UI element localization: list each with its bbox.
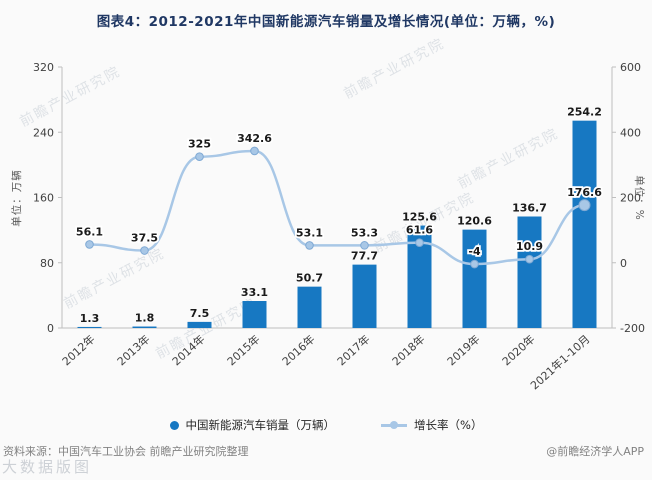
growth-line bbox=[88, 149, 586, 266]
x-axis-label: 2021年1-10月 bbox=[527, 332, 592, 393]
bar-2019年 bbox=[462, 229, 487, 328]
left-axis-tick-label: 0 bbox=[47, 322, 54, 335]
line-value-label: 325 bbox=[188, 138, 211, 151]
bar-2021年1-10月 bbox=[572, 120, 597, 328]
line-point-2014年 bbox=[195, 152, 204, 162]
chart-title: 图表4：2012-2021年中国新能源汽车销量及增长情况(单位：万辆，%) bbox=[96, 14, 556, 30]
bar-value-label: 77.7 bbox=[351, 250, 378, 263]
bar-2013年 bbox=[132, 326, 157, 328]
left-axis-title: 单位：万辆 bbox=[10, 169, 23, 227]
corner-watermark: 大数据版图 bbox=[2, 458, 93, 476]
footer: 资料来源：中国汽车工业协会 前瞻产业研究院整理 @前瞻经济学人APP bbox=[0, 443, 652, 459]
line-value-label: 53.3 bbox=[351, 226, 378, 239]
credit-text: @前瞻经济学人APP bbox=[546, 445, 644, 458]
line-point-2013年 bbox=[140, 246, 149, 255]
line-point-2018年 bbox=[415, 238, 424, 247]
left-axis-tick-label: 160 bbox=[33, 192, 54, 205]
line-point-2015年 bbox=[250, 146, 259, 156]
legend-label-growth: 增长率（%） bbox=[414, 418, 483, 432]
source-text: 资料来源：中国汽车工业协会 前瞻产业研究院整理 bbox=[3, 445, 249, 458]
right-axis-tick-label: -200 bbox=[620, 322, 645, 335]
line-point-2020年 bbox=[525, 254, 534, 264]
right-axis-tick-label: 600 bbox=[620, 61, 641, 74]
legend-label-sales: 中国新能源汽车销量（万辆） bbox=[185, 418, 336, 432]
bar-value-label: 254.2 bbox=[567, 106, 602, 119]
legend-marker-growth-dot-icon bbox=[390, 421, 399, 429]
left-axis-tick-label: 240 bbox=[33, 126, 54, 139]
x-axis-label: 2014年 bbox=[169, 332, 207, 369]
legend-marker-sales-icon bbox=[169, 420, 179, 430]
bar-value-label: 120.6 bbox=[457, 215, 492, 228]
bar-value-label: 50.7 bbox=[296, 272, 323, 285]
bar-value-label: 1.3 bbox=[80, 312, 100, 325]
left-axis-tick-label: 80 bbox=[40, 257, 54, 270]
bar-2016年 bbox=[297, 286, 322, 328]
line-point-2012年 bbox=[85, 240, 94, 249]
bar-2020年 bbox=[517, 216, 542, 328]
line-point-2017年 bbox=[360, 241, 369, 250]
x-axis-label: 2018年 bbox=[389, 332, 427, 369]
line-value-label: -4 bbox=[468, 245, 481, 258]
line-point-2016年 bbox=[305, 241, 314, 250]
chart-canvas: 0 80 160 240 320 -200 0 200 400 600 单位：万辆 单位：% 2012年… bbox=[10, 61, 646, 393]
bar-value-label: 7.5 bbox=[190, 307, 210, 320]
line-value-label: 56.1 bbox=[76, 225, 103, 238]
right-axis-tick-label: 0 bbox=[620, 257, 627, 270]
bar-value-label: 1.8 bbox=[135, 312, 155, 325]
line-point-2021年1-10月 bbox=[578, 199, 591, 212]
bar-2014年 bbox=[187, 321, 212, 328]
x-axis-label: 2016年 bbox=[279, 332, 317, 369]
bar-value-label: 125.6 bbox=[402, 211, 437, 224]
legend: 中国新能源汽车销量（万辆） 增长率（%） bbox=[0, 417, 652, 433]
line-value-label: 37.5 bbox=[131, 232, 158, 245]
legend-item-sales: 中国新能源汽车销量（万辆） bbox=[169, 417, 336, 433]
right-axis-tick-label: 400 bbox=[620, 126, 641, 139]
line-value-label: 176.6 bbox=[567, 186, 602, 199]
line-value-label: 10.9 bbox=[516, 240, 543, 253]
bar-value-label: 33.1 bbox=[241, 286, 268, 299]
right-axis-title: 单位：% bbox=[633, 175, 646, 220]
right-axis-tick-label: 200 bbox=[620, 192, 641, 205]
x-axis-label: 2017年 bbox=[334, 332, 372, 369]
x-axis-label: 2019年 bbox=[444, 332, 482, 369]
legend-marker-growth-icon bbox=[381, 421, 408, 429]
x-axis-label: 2012年 bbox=[59, 332, 97, 369]
x-axis-label: 2020年 bbox=[499, 332, 537, 369]
line-value-label: 53.1 bbox=[296, 226, 323, 239]
line-point-2019年 bbox=[470, 259, 479, 269]
x-axis-label: 2013年 bbox=[114, 332, 152, 369]
left-axis-tick-label: 320 bbox=[33, 61, 54, 74]
legend-item-growth: 增长率（%） bbox=[381, 417, 482, 433]
bar-2015年 bbox=[242, 301, 267, 328]
bar-2017年 bbox=[352, 264, 377, 328]
bar-2012年 bbox=[77, 326, 102, 328]
line-value-label: 342.6 bbox=[237, 132, 272, 145]
x-axis-label: 2015年 bbox=[224, 332, 262, 369]
bar-value-label: 136.7 bbox=[512, 202, 547, 215]
line-value-label: 61.6 bbox=[406, 224, 433, 237]
